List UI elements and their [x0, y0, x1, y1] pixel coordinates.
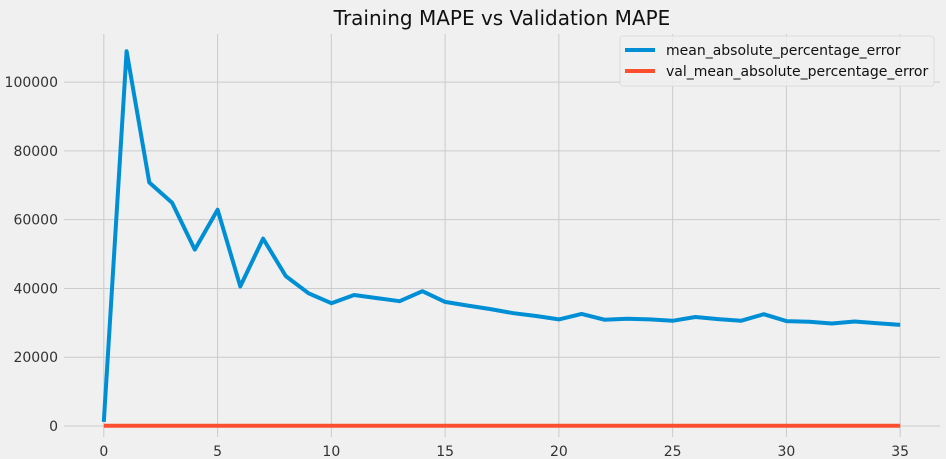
legend: mean_absolute_percentage_error val_mean_a…	[619, 35, 935, 87]
legend-label-2: val_mean_absolute_percentage_error	[666, 64, 928, 80]
x-tick-label: 10	[322, 444, 340, 459]
y-tick-label: 80000	[13, 144, 58, 160]
y-tick-label: 20000	[13, 350, 58, 366]
x-tick-label: 20	[550, 444, 568, 459]
y-tick-label: 100000	[5, 75, 58, 91]
chart-title: Training MAPE vs Validation MAPE	[333, 6, 671, 30]
grid-lines	[64, 34, 940, 437]
y-tick-labels: 0 20000 40000 60000 80000 100000	[5, 75, 58, 435]
x-tick-label: 25	[664, 444, 682, 459]
legend-box	[619, 35, 935, 87]
legend-label-1: mean_absolute_percentage_error	[666, 43, 901, 59]
x-tick-label: 30	[778, 444, 796, 459]
x-tick-labels: 0 5 10 15 20 25 30 35	[99, 444, 909, 459]
x-tick-label: 35	[891, 444, 909, 459]
y-tick-label: 0	[49, 419, 58, 435]
plot-area	[64, 34, 940, 437]
series-lines	[101, 49, 901, 428]
series-line-1	[101, 49, 901, 423]
y-tick-label: 60000	[13, 213, 58, 229]
x-tick-label: 5	[213, 444, 222, 459]
y-tick-label: 40000	[13, 281, 58, 297]
x-tick-label: 15	[436, 444, 454, 459]
x-tick-label: 0	[99, 444, 108, 459]
